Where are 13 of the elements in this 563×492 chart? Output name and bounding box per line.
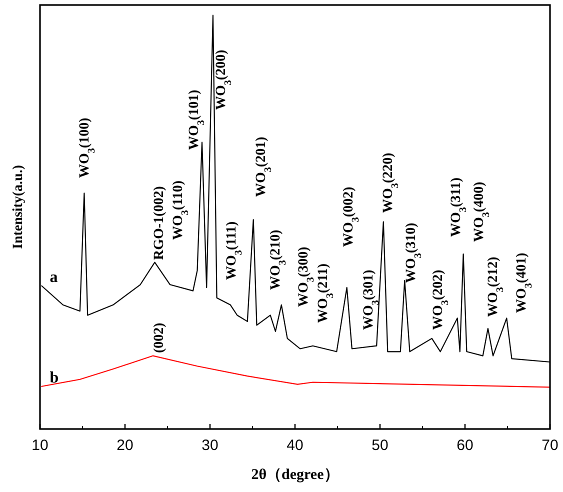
series-label: a: [50, 268, 58, 286]
annotation: (002): [152, 322, 168, 353]
series-label: b: [50, 369, 59, 386]
x-tick-label: 70: [542, 437, 558, 454]
x-tick-label: 30: [202, 437, 218, 454]
y-axis-title: Intensity(a.u.): [11, 164, 26, 250]
x-axis-title: 2θ（degree）: [251, 467, 339, 483]
x-tick-label: 60: [456, 437, 474, 454]
x-tick-label: 10: [32, 437, 48, 454]
x-tick-label: 20: [116, 437, 134, 454]
x-tick-label: 50: [372, 437, 388, 454]
annotation: RGO-1(002): [152, 186, 168, 260]
x-tick-label: 40: [286, 437, 304, 454]
